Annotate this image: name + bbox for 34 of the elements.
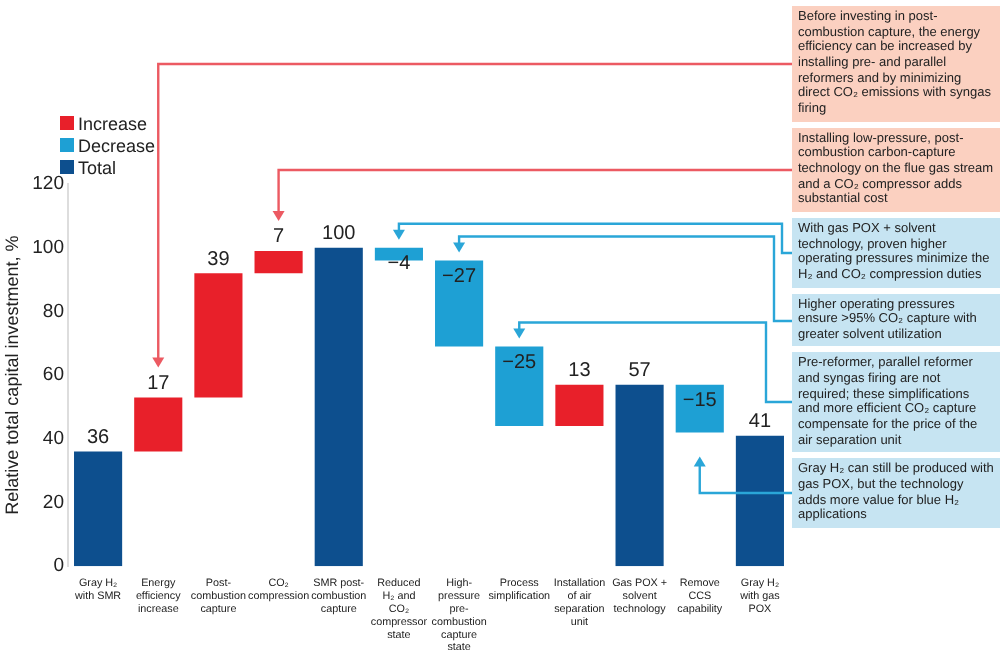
- y-tick-label: 20: [42, 491, 64, 514]
- bar: [314, 247, 363, 567]
- bar: [194, 273, 243, 398]
- y-axis-title: Relative total capital investment, %: [1, 235, 22, 515]
- bar: [735, 435, 784, 567]
- data-label: −25: [502, 351, 538, 374]
- bar: [555, 384, 604, 427]
- bar: [74, 451, 123, 567]
- legend-label: Increase: [78, 113, 148, 133]
- y-tick-label: 0: [53, 555, 64, 578]
- data-label: −27: [442, 265, 477, 288]
- bar: [134, 397, 183, 452]
- data-label: 7: [273, 226, 286, 249]
- data-label: 36: [86, 427, 111, 450]
- legend-label: Total: [78, 157, 117, 177]
- data-label: −4: [387, 253, 412, 276]
- y-tick-label: 60: [42, 364, 64, 387]
- data-label: 13: [568, 360, 592, 383]
- data-label: 41: [748, 411, 772, 434]
- data-label: 39: [207, 248, 231, 271]
- bar: [615, 384, 664, 567]
- bar: [254, 250, 303, 274]
- data-label: 100: [322, 223, 357, 246]
- y-tick-label: 100: [32, 236, 64, 259]
- bar: [495, 346, 544, 427]
- y-tick-label: 120: [32, 173, 64, 196]
- y-tick-label: 80: [42, 300, 64, 323]
- data-label: −15: [682, 390, 718, 413]
- data-label: 57: [628, 360, 652, 383]
- bar: [675, 384, 724, 433]
- bar: [435, 260, 484, 347]
- data-label: 17: [147, 372, 171, 395]
- y-tick-label: 40: [42, 428, 64, 451]
- legend-label: Decrease: [78, 135, 156, 155]
